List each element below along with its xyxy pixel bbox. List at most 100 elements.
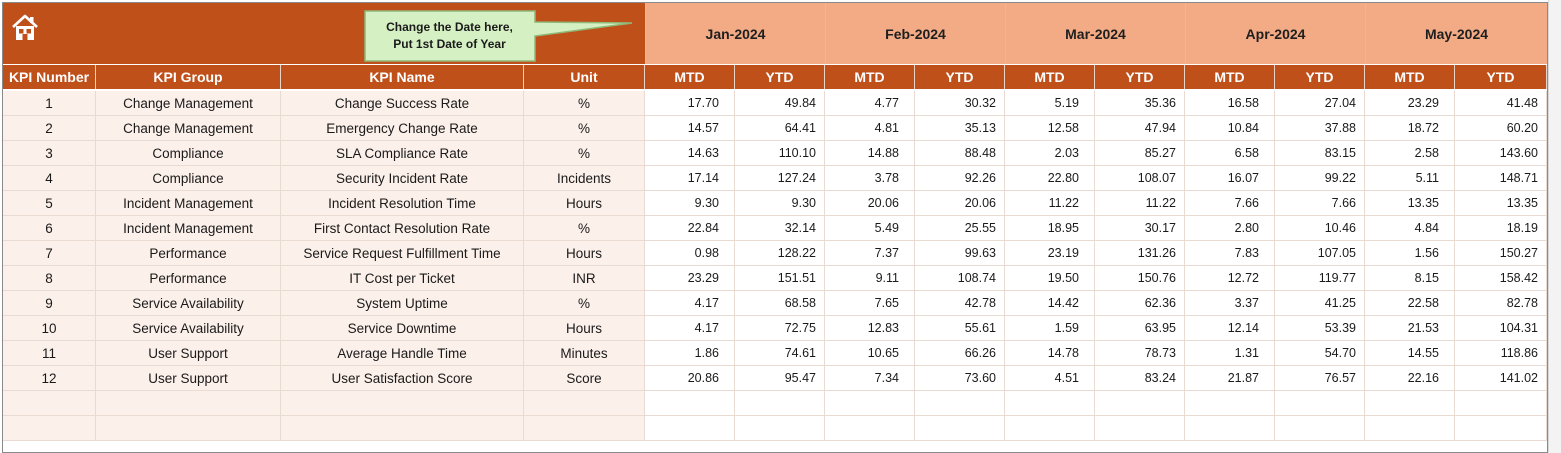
cell-mtd[interactable] xyxy=(825,391,915,416)
cell-kpi-group[interactable]: Service Availability xyxy=(96,316,281,341)
cell-mtd[interactable]: 12.14 xyxy=(1185,316,1275,341)
cell-mtd[interactable]: 14.88 xyxy=(825,141,915,166)
cell-unit[interactable]: Minutes xyxy=(524,341,645,366)
cell-ytd[interactable] xyxy=(915,416,1005,441)
cell-kpi-number[interactable]: 9 xyxy=(3,291,96,316)
cell-ytd[interactable]: 53.39 xyxy=(1275,316,1365,341)
cell-ytd[interactable] xyxy=(1275,416,1365,441)
cell-mtd[interactable]: 17.14 xyxy=(645,166,735,191)
cell-mtd[interactable]: 7.37 xyxy=(825,241,915,266)
cell-ytd[interactable]: 7.66 xyxy=(1275,191,1365,216)
cell-ytd[interactable]: 95.47 xyxy=(735,366,825,391)
cell-ytd[interactable]: 60.20 xyxy=(1455,116,1547,141)
cell-ytd[interactable]: 20.06 xyxy=(915,191,1005,216)
cell-ytd[interactable]: 104.31 xyxy=(1455,316,1547,341)
cell-mtd[interactable]: 10.84 xyxy=(1185,116,1275,141)
cell-ytd[interactable]: 148.71 xyxy=(1455,166,1547,191)
cell-unit[interactable]: % xyxy=(524,91,645,116)
cell-unit[interactable]: % xyxy=(524,116,645,141)
cell-mtd[interactable]: 4.77 xyxy=(825,91,915,116)
cell-ytd[interactable] xyxy=(735,391,825,416)
cell-mtd[interactable]: 5.49 xyxy=(825,216,915,241)
cell-mtd[interactable]: 16.07 xyxy=(1185,166,1275,191)
cell-mtd[interactable]: 2.03 xyxy=(1005,141,1095,166)
cell-ytd[interactable]: 66.26 xyxy=(915,341,1005,366)
cell-mtd[interactable]: 22.16 xyxy=(1365,366,1455,391)
cell-ytd[interactable]: 108.74 xyxy=(915,266,1005,291)
cell-mtd[interactable]: 1.31 xyxy=(1185,341,1275,366)
cell-mtd[interactable]: 2.80 xyxy=(1185,216,1275,241)
cell-ytd[interactable]: 141.02 xyxy=(1455,366,1547,391)
cell-mtd[interactable]: 22.84 xyxy=(645,216,735,241)
cell-ytd[interactable]: 35.36 xyxy=(1095,91,1185,116)
cell-ytd[interactable]: 68.58 xyxy=(735,291,825,316)
cell-mtd[interactable] xyxy=(825,416,915,441)
cell-ytd[interactable]: 25.55 xyxy=(915,216,1005,241)
cell-ytd[interactable] xyxy=(1275,391,1365,416)
cell-mtd[interactable]: 7.66 xyxy=(1185,191,1275,216)
cell-mtd[interactable]: 7.83 xyxy=(1185,241,1275,266)
cell-unit[interactable]: % xyxy=(524,216,645,241)
cell-ytd[interactable]: 110.10 xyxy=(735,141,825,166)
cell-unit[interactable] xyxy=(524,416,645,441)
cell-ytd[interactable]: 42.78 xyxy=(915,291,1005,316)
cell-ytd[interactable]: 63.95 xyxy=(1095,316,1185,341)
cell-ytd[interactable]: 41.48 xyxy=(1455,91,1547,116)
cell-mtd[interactable]: 9.30 xyxy=(645,191,735,216)
cell-mtd[interactable]: 4.51 xyxy=(1005,366,1095,391)
cell-mtd[interactable] xyxy=(1185,416,1275,441)
cell-ytd[interactable]: 83.15 xyxy=(1275,141,1365,166)
cell-ytd[interactable]: 108.07 xyxy=(1095,166,1185,191)
cell-ytd[interactable]: 83.24 xyxy=(1095,366,1185,391)
cell-mtd[interactable]: 14.78 xyxy=(1005,341,1095,366)
cell-mtd[interactable]: 20.86 xyxy=(645,366,735,391)
cell-ytd[interactable]: 54.70 xyxy=(1275,341,1365,366)
cell-ytd[interactable]: 118.86 xyxy=(1455,341,1547,366)
cell-ytd[interactable]: 143.60 xyxy=(1455,141,1547,166)
cell-mtd[interactable]: 7.34 xyxy=(825,366,915,391)
cell-mtd[interactable]: 1.59 xyxy=(1005,316,1095,341)
cell-ytd[interactable]: 73.60 xyxy=(915,366,1005,391)
cell-mtd[interactable]: 21.87 xyxy=(1185,366,1275,391)
cell-kpi-group[interactable]: Service Availability xyxy=(96,291,281,316)
cell-ytd[interactable] xyxy=(1455,391,1547,416)
home-icon[interactable] xyxy=(11,13,39,43)
cell-mtd[interactable]: 22.58 xyxy=(1365,291,1455,316)
cell-mtd[interactable] xyxy=(1365,391,1455,416)
cell-unit[interactable] xyxy=(524,391,645,416)
cell-unit[interactable]: Score xyxy=(524,366,645,391)
cell-mtd[interactable]: 8.15 xyxy=(1365,266,1455,291)
cell-ytd[interactable]: 62.36 xyxy=(1095,291,1185,316)
cell-ytd[interactable] xyxy=(1095,391,1185,416)
cell-ytd[interactable]: 55.61 xyxy=(915,316,1005,341)
cell-ytd[interactable]: 9.30 xyxy=(735,191,825,216)
cell-kpi-group[interactable]: Performance xyxy=(96,266,281,291)
cell-mtd[interactable]: 18.95 xyxy=(1005,216,1095,241)
cell-mtd[interactable]: 23.29 xyxy=(1365,91,1455,116)
cell-unit[interactable]: % xyxy=(524,291,645,316)
cell-kpi-group[interactable] xyxy=(96,391,281,416)
cell-mtd[interactable]: 22.80 xyxy=(1005,166,1095,191)
cell-mtd[interactable]: 6.58 xyxy=(1185,141,1275,166)
cell-mtd[interactable]: 17.70 xyxy=(645,91,735,116)
cell-unit[interactable]: % xyxy=(524,141,645,166)
cell-mtd[interactable]: 12.83 xyxy=(825,316,915,341)
cell-ytd[interactable]: 32.14 xyxy=(735,216,825,241)
cell-mtd[interactable]: 23.29 xyxy=(645,266,735,291)
cell-kpi-number[interactable]: 1 xyxy=(3,91,96,116)
cell-kpi-group[interactable]: Compliance xyxy=(96,166,281,191)
cell-kpi-name[interactable]: SLA Compliance Rate xyxy=(281,141,524,166)
cell-kpi-group[interactable]: Compliance xyxy=(96,141,281,166)
cell-kpi-group[interactable]: User Support xyxy=(96,341,281,366)
cell-kpi-group[interactable]: Incident Management xyxy=(96,191,281,216)
cell-ytd[interactable]: 47.94 xyxy=(1095,116,1185,141)
cell-ytd[interactable]: 11.22 xyxy=(1095,191,1185,216)
cell-kpi-name[interactable]: First Contact Resolution Rate xyxy=(281,216,524,241)
cell-kpi-group[interactable] xyxy=(96,416,281,441)
cell-ytd[interactable] xyxy=(1455,416,1547,441)
cell-ytd[interactable]: 13.35 xyxy=(1455,191,1547,216)
cell-unit[interactable]: Hours xyxy=(524,191,645,216)
cell-ytd[interactable]: 92.26 xyxy=(915,166,1005,191)
cell-ytd[interactable]: 131.26 xyxy=(1095,241,1185,266)
cell-kpi-group[interactable]: Incident Management xyxy=(96,216,281,241)
